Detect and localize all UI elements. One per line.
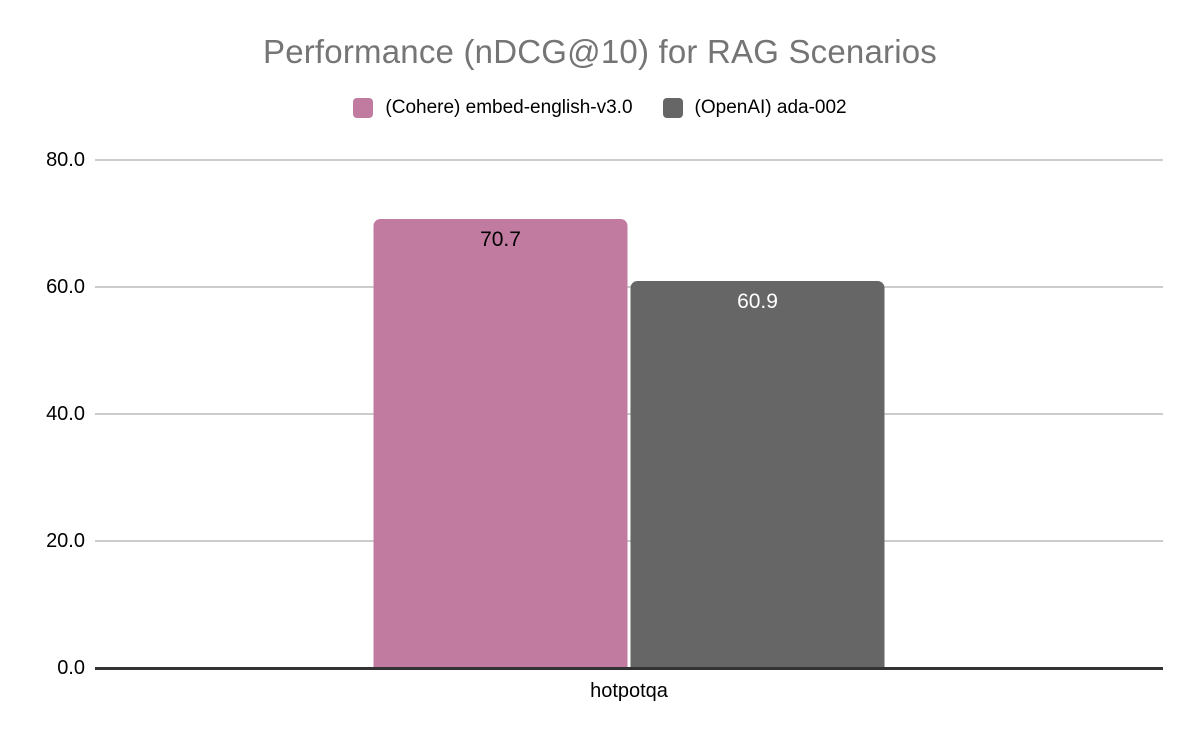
y-axis-tick-label-80.0: 80.0 <box>46 149 85 171</box>
plot-area: 70.7 60.9 hotpotqa 80.0 60.0 40.0 20.0 0.0 <box>46 149 1163 702</box>
legend-swatch-icon <box>353 98 374 118</box>
bar-group-hotpotqa: 70.7 60.9 <box>373 219 885 668</box>
y-axis-tick-label-40.0: 40.0 <box>46 403 85 425</box>
legend-label: (Cohere) embed-english-v3.0 <box>385 97 633 118</box>
y-axis-tick-label-60.0: 60.0 <box>46 276 85 298</box>
gridline-60.0 <box>95 286 1163 288</box>
bar-value-label: 70.7 <box>480 228 521 252</box>
x-axis-category-label: hotpotqa <box>590 680 668 702</box>
bar-openai-ada-002: 60.9 <box>630 281 885 668</box>
bar-cohere-embed-english-v3-0: 70.7 <box>373 219 628 668</box>
legend: (Cohere) embed-english-v3.0 (OpenAI) ada-… <box>0 97 1200 119</box>
legend-item-cohere-embed-english-v3-0: (Cohere) embed-english-v3.0 <box>353 97 633 119</box>
gridline-20.0 <box>95 540 1163 542</box>
legend-swatch-icon <box>662 98 683 118</box>
gridline-40.0 <box>95 413 1163 415</box>
y-axis-tick-label-0.0: 0.0 <box>57 657 85 679</box>
gridline-80.0 <box>95 159 1163 161</box>
x-axis-line <box>95 667 1163 670</box>
bar-value-label: 60.9 <box>737 290 778 314</box>
y-axis-tick-label-20.0: 20.0 <box>46 530 85 552</box>
legend-item-openai-ada-002: (OpenAI) ada-002 <box>662 97 847 119</box>
legend-label: (OpenAI) ada-002 <box>694 97 847 118</box>
chart-title: Performance (nDCG@10) for RAG Scenarios <box>262 33 938 70</box>
